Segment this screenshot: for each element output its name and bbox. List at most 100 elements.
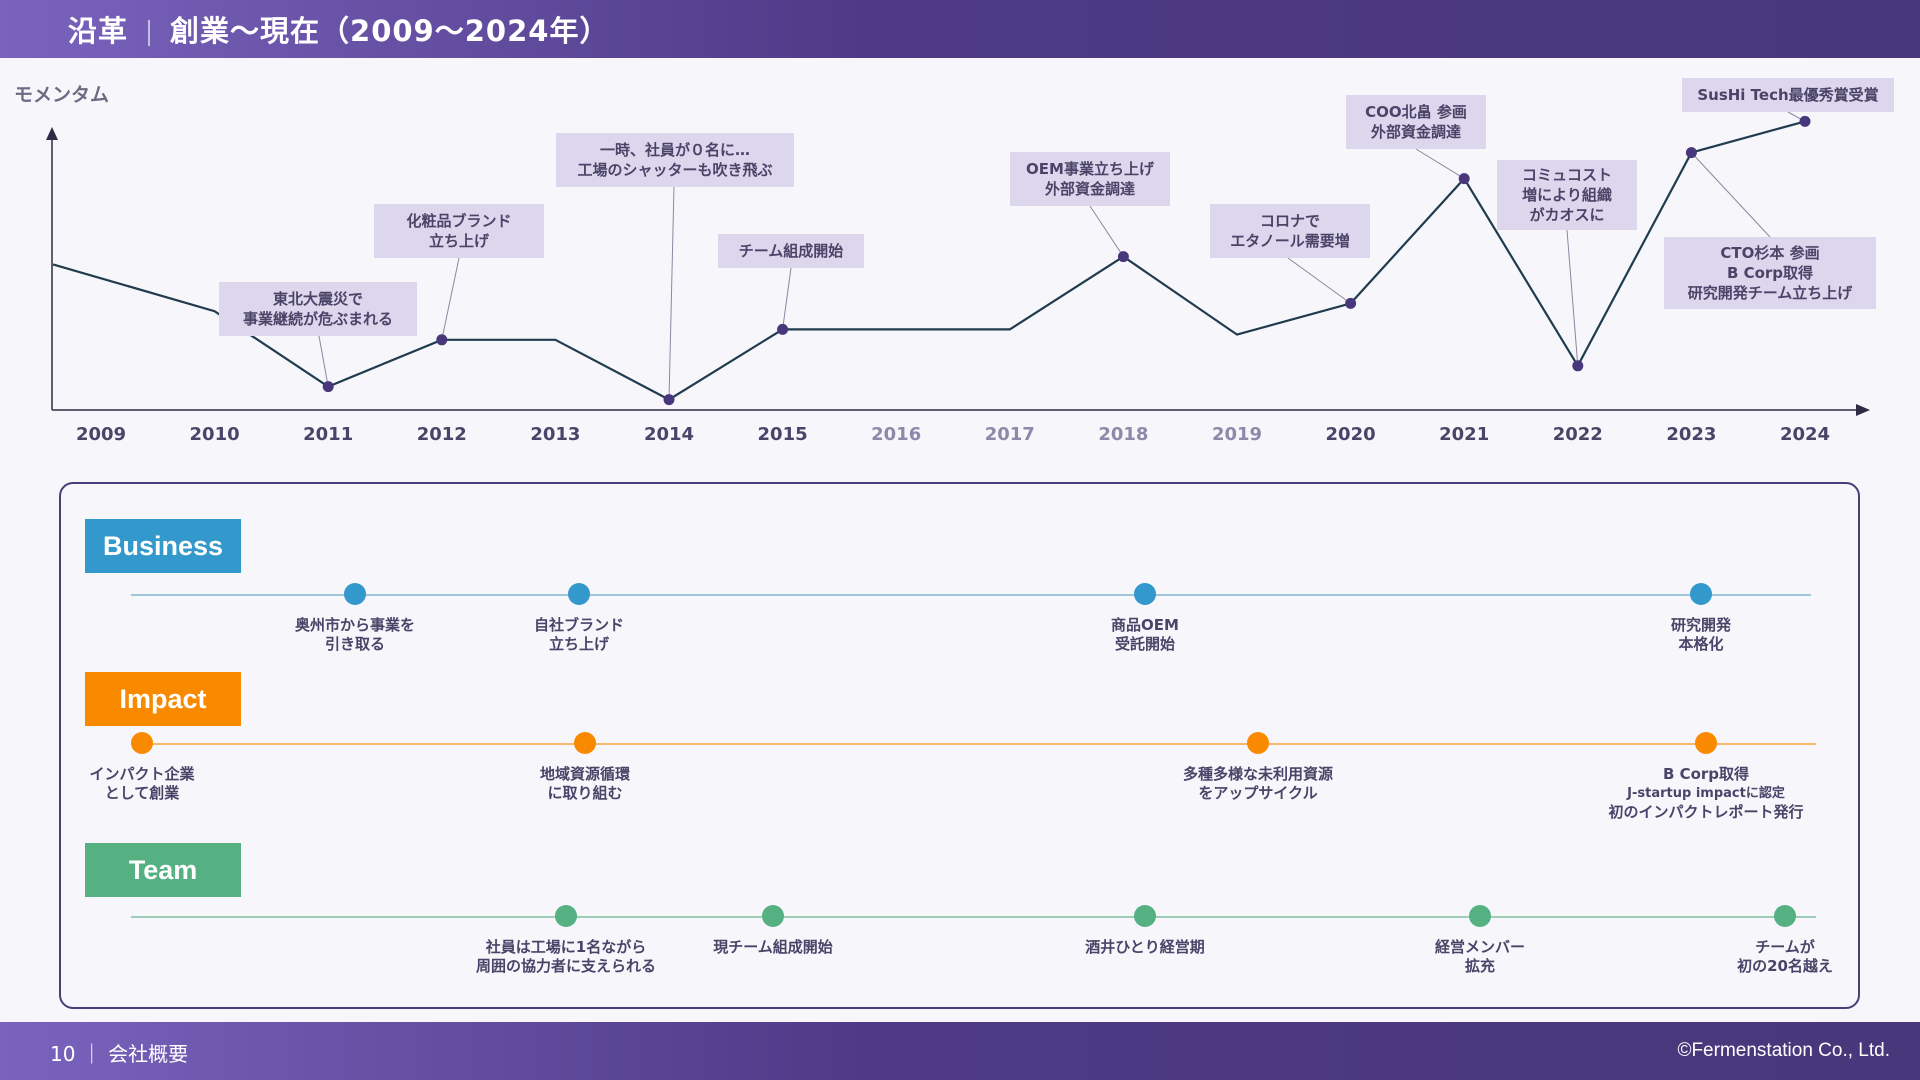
leader-line-2021 [1415,148,1465,180]
event-label-line: J-startup impactに認定 [1627,786,1785,801]
annotation-2011: 東北大震災で事業継続が危ぶまれる [219,282,417,336]
leader-line-2014 [668,186,675,400]
business-track-line [131,594,1811,596]
title-divider [148,20,151,46]
annotation-line: 立ち上げ [428,232,489,250]
annotation-line: チーム組成開始 [738,242,844,260]
impact-event-dot [574,732,596,754]
annotation-line: OEM事業立ち上げ [1026,160,1154,178]
annotation-line: 増により組織 [1522,186,1612,204]
impact-event-label: 地域資源循環 に取り組む [455,765,715,803]
header-bar: 沿革 創業〜現在（2009〜2024年） [0,0,1920,58]
event-label-line: に取り組む [547,784,623,802]
data-point-2012 [436,334,448,346]
copyright: ©Fermenstation Co., Ltd. [1677,1040,1890,1061]
annotation-line: SusHi Tech最優秀賞受賞 [1697,86,1879,104]
annotation-line: 外部資金調達 [1044,180,1135,198]
data-point-2011 [322,381,334,393]
event-label-line: 引き取る [324,635,385,653]
x-tick-2014: 2014 [643,424,695,445]
data-point-2018 [1117,251,1129,263]
footer-bar: 10 ｜ 会社概要 ©Fermenstation Co., Ltd. [0,1022,1920,1080]
event-label-line: として創業 [104,784,180,802]
team-event-dot [762,905,784,927]
annotation-line: 事業継続が危ぶまれる [242,310,393,328]
x-tick-2016: 2016 [871,424,922,445]
x-tick-2012: 2012 [416,424,467,445]
x-tick-2011: 2011 [303,424,354,445]
annotation-2022: コミュコスト 増により組織 がカオスに [1497,160,1637,230]
annotation-2015: チーム組成開始 [718,234,864,268]
leader-line-2012 [441,257,460,340]
event-label-line: 拡充 [1464,957,1495,975]
data-point-2015 [777,323,789,335]
impact-track-line [131,743,1816,745]
event-label-line: 立ち上げ [548,635,609,653]
event-label-line: 周囲の協力者に支えられる [475,957,656,975]
x-tick-2024: 2024 [1779,424,1831,445]
business-event-label: 研究開発 本格化 [1571,616,1831,654]
event-label-line: チームが [1755,938,1815,956]
impact-event-dot [131,732,153,754]
annotation-2024: SusHi Tech最優秀賞受賞 [1682,78,1894,112]
annotation-2018: OEM事業立ち上げ 外部資金調達 [1010,152,1170,206]
timeline-panel [59,482,1860,1009]
event-label-line: 経営メンバー [1434,938,1525,956]
team-event-label: 酒井ひとり経営期 [1015,938,1275,957]
x-tick-2010: 2010 [189,424,240,445]
annotation-line: がカオスに [1529,206,1605,224]
annotation-line: コミュコスト [1521,166,1612,184]
event-label-line: 研究開発 [1670,616,1731,634]
title-main: 沿革 [68,14,129,48]
business-event-dot [344,583,366,605]
event-label-line: 自社ブランド [533,616,624,634]
event-label-line: 初の20名越え [1737,957,1833,975]
impact-event-dot [1695,732,1717,754]
event-label-line: 商品OEM [1111,616,1179,634]
impact-event-label: インパクト企業 として創業 [12,765,272,803]
annotation-line: 一時、社員が０名に… [599,141,750,159]
annotation-line: エタノール需要増 [1230,232,1350,250]
data-point-2023 [1685,147,1697,159]
leader-line-2015 [782,267,792,330]
data-point-2020 [1345,297,1357,309]
impact-event-label: B Corp取得 J-startup impactに認定 初のインパクトレポート発行 [1576,765,1836,822]
annotation-2012: 化粧品ブランド 立ち上げ [374,204,544,258]
section-name: 会社概要 [108,1042,189,1066]
team-event-dot [1134,905,1156,927]
annotation-line: COO北畠 参画 [1365,103,1467,121]
team-event-dot [1469,905,1491,927]
event-label-line: 地域資源循環 [539,765,630,783]
event-label-line: 社員は工場に1名ながら [485,938,647,956]
leader-line-2022 [1566,229,1579,366]
event-label-line: インパクト企業 [89,765,195,783]
leader-line-2011 [318,335,329,387]
annotation-line: 工場のシャッターも吹き飛ぶ [577,161,773,179]
event-label-line: 奥州市から事業を [294,616,415,634]
business-event-label: 自社ブランド 立ち上げ [449,616,709,654]
y-axis-label: モメンタム [14,84,110,106]
x-tick-2009: 2009 [75,424,127,445]
annotation-line: 東北大震災で [272,290,363,308]
leader-line-2023 [1691,152,1771,238]
team-event-label: 経営メンバー 拡充 [1350,938,1610,976]
business-event-label: 商品OEM 受託開始 [1015,616,1275,654]
leader-line-2020 [1287,257,1351,304]
business-event-label: 奥州市から事業を 引き取る [225,616,485,654]
team-track-line [131,916,1816,918]
x-tick-2020: 2020 [1325,424,1376,445]
page-number: 10 ｜ 会社概要 [50,1038,188,1067]
event-label-line: 初のインパクトレポート発行 [1608,803,1804,821]
event-label-line: 現チーム組成開始 [713,938,833,956]
business-event-dot [1690,583,1712,605]
page-number-text: 10 ｜ [50,1042,102,1066]
title-sub: 創業〜現在（2009〜2024年） [170,14,610,48]
team-event-dot [555,905,577,927]
track-label-business: Business [85,519,241,573]
event-label-line: 本格化 [1678,635,1724,653]
annotation-line: 研究開発チーム立ち上げ [1687,284,1853,302]
annotation-line: B Corp取得 [1726,264,1814,282]
track-label-team: Team [85,843,241,897]
data-point-2024 [1799,115,1811,127]
annotation-2020: コロナで エタノール需要増 [1210,204,1370,258]
